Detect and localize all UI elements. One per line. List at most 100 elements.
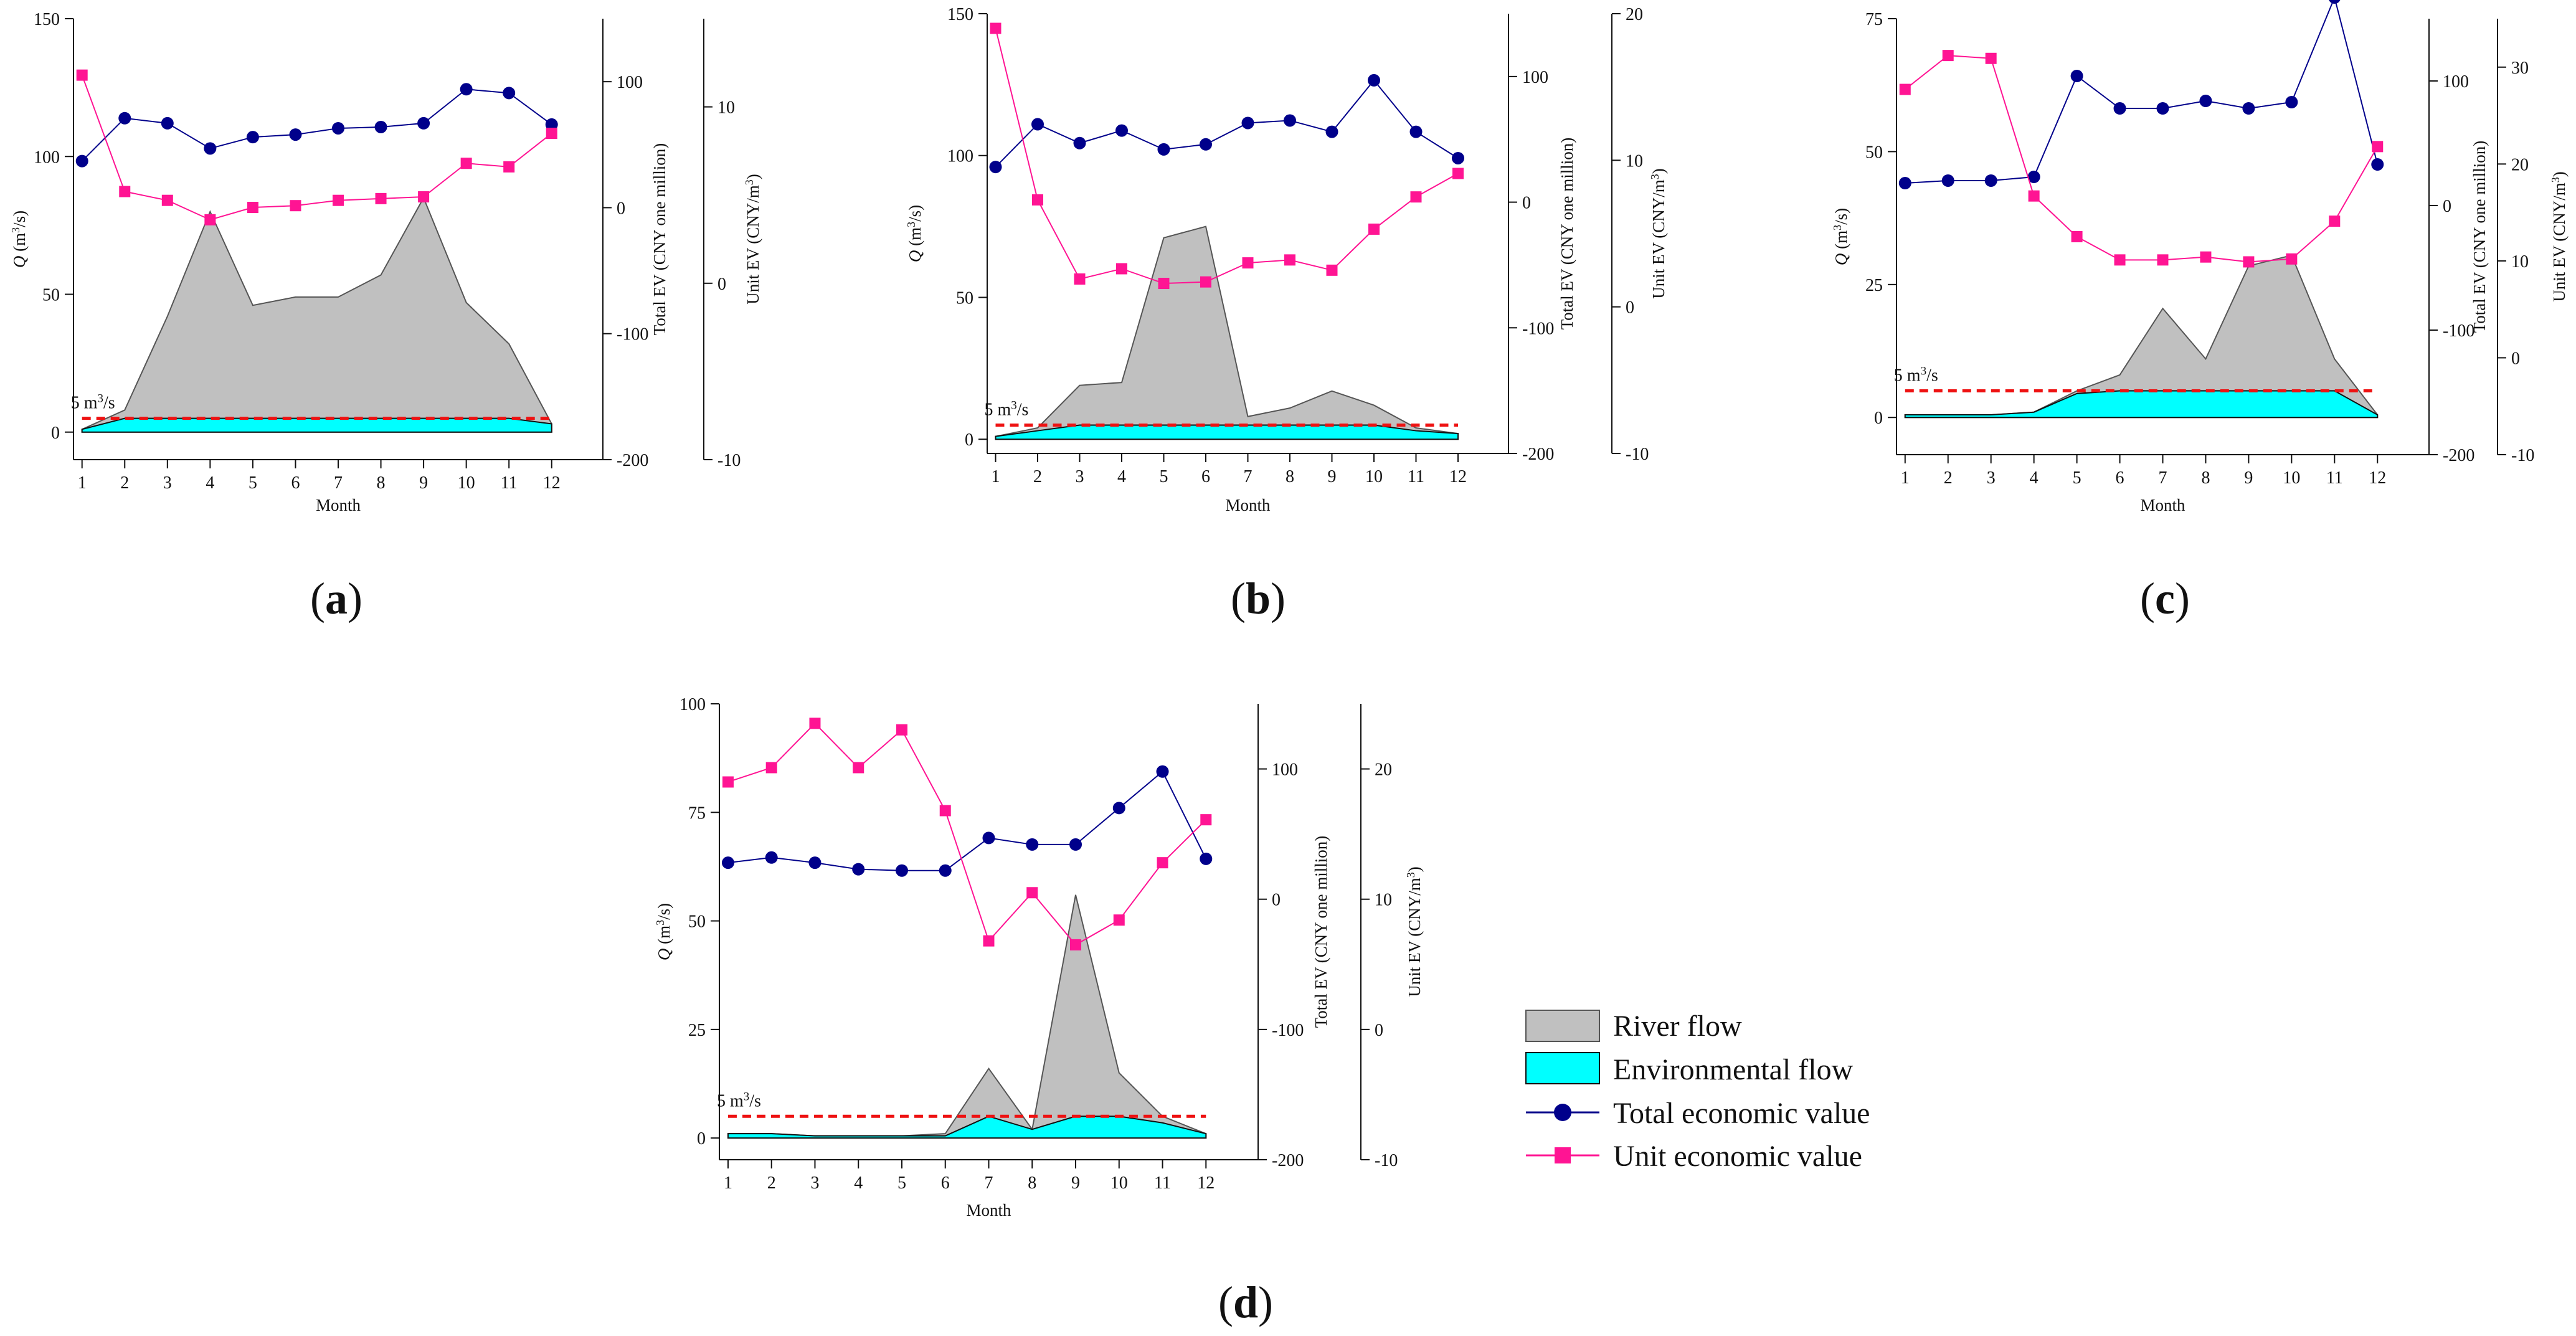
x-tick-label: 12 (1449, 467, 1467, 486)
x-tick-label: 12 (2369, 468, 2386, 488)
q-tick-label: 25 (1865, 276, 1883, 295)
total-ev-tick-label: 100 (1272, 760, 1298, 780)
unit-ev-line (1905, 55, 2379, 263)
x-tick-label: 6 (291, 473, 300, 493)
legend-label-unit-ev: Unit economic value (1613, 1140, 1862, 1173)
total-ev-tick-label: 0 (2443, 197, 2451, 216)
unit-ev-tick-label: -10 (717, 451, 741, 470)
unit-ev-point (2028, 190, 2040, 202)
x-tick-label: 1 (724, 1173, 732, 1193)
total-ev-point (808, 856, 822, 869)
total-ev-tick-label: -100 (1522, 319, 1554, 338)
q-tick-label: 50 (688, 912, 706, 932)
total-ev-point (1241, 116, 1254, 130)
total-ev-point (1069, 838, 1082, 851)
q-tick-label: 150 (947, 5, 973, 24)
total-ev-point (374, 120, 387, 133)
total-ev-tick-label: 100 (2443, 72, 2469, 92)
unit-ev-point (1157, 857, 1168, 869)
total-ev-tick-label: -100 (617, 325, 648, 344)
total-ev-point (75, 154, 88, 168)
total-ev-point (2242, 102, 2255, 115)
x-tick-label: 9 (1328, 467, 1337, 486)
x-tick-label: 12 (1197, 1173, 1215, 1193)
total-ev-point (1941, 174, 1954, 187)
river-flow-area (81, 196, 552, 433)
unit-ev-tick-label: 10 (2511, 252, 2529, 272)
x-tick-label: 4 (206, 473, 214, 493)
q-axis-label: Q (m3/s) (905, 205, 924, 262)
unit-ev-point (1158, 278, 1170, 290)
x-tick-label: 5 (249, 473, 257, 493)
unit-ev-tick-label: 0 (2511, 349, 2520, 368)
unit-ev-tick-label: 10 (717, 98, 735, 118)
x-tick-label: 9 (1071, 1173, 1080, 1193)
x-axis-label: Month (316, 496, 361, 514)
unit-ev-point (896, 724, 907, 736)
legend-label-river-flow: River flow (1613, 1010, 1742, 1043)
x-tick-label: 3 (810, 1173, 819, 1193)
total-ev-tick-label: -100 (1272, 1021, 1304, 1040)
x-tick-label: 8 (1028, 1173, 1036, 1193)
q-tick-label: 100 (680, 695, 706, 714)
q-axis-label: Q (m3/s) (654, 903, 673, 960)
reference-line-label: 5 m3/s (717, 1090, 761, 1111)
unit-ev-tick-label: 0 (717, 275, 726, 294)
unit-ev-point (546, 128, 557, 140)
total-ev-axis-label: Total EV (CNY one million) (650, 143, 669, 336)
total-ev-point (1157, 143, 1170, 156)
total-ev-point (1409, 125, 1423, 138)
unit-ev-point (204, 214, 216, 225)
unit-ev-tick-label: 20 (1626, 5, 1643, 24)
total-ev-point (2113, 102, 2126, 115)
reference-line-label: 5 m3/s (985, 399, 1029, 419)
unit-ev-point (1200, 814, 1212, 826)
total-ev-point (503, 87, 516, 100)
q-tick-label: 100 (947, 147, 973, 166)
x-tick-label: 8 (1286, 467, 1294, 486)
x-tick-label: 8 (2201, 468, 2210, 488)
total-ev-point (417, 116, 430, 130)
total-ev-point (1115, 124, 1128, 137)
unit-ev-axis-label: Unit EV (CNY/m3) (1649, 168, 1668, 299)
panel-label-c: (c) (2140, 574, 2190, 623)
legend: River flow Environmental flow Total econ… (1525, 1010, 1870, 1173)
x-tick-label: 5 (1160, 467, 1168, 486)
total-ev-point (765, 851, 778, 864)
x-tick-label: 10 (1110, 1173, 1128, 1193)
q-tick-label: 25 (688, 1021, 706, 1040)
unit-ev-tick-label: 0 (1626, 298, 1634, 318)
total-ev-line (995, 79, 1459, 168)
x-tick-label: 10 (458, 473, 475, 493)
x-tick-label: 7 (2159, 468, 2167, 488)
total-ev-point (2285, 96, 2298, 108)
river-flow-area (995, 225, 1459, 440)
total-ev-point (852, 863, 865, 876)
x-tick-label: 11 (501, 473, 518, 493)
total-ev-point (289, 128, 302, 141)
total-ev-tick-label: 0 (1272, 891, 1281, 910)
unit-ev-point (2200, 251, 2212, 263)
total-ev-tick-label: 0 (617, 199, 625, 218)
x-tick-label: 2 (1944, 468, 1953, 488)
total-ev-axis-label: Total EV (CNY one million) (1558, 138, 1576, 330)
unit-ev-point (1284, 254, 1295, 266)
unit-ev-point (1410, 191, 1422, 203)
x-tick-label: 11 (1408, 467, 1424, 486)
x-tick-label: 6 (941, 1173, 950, 1193)
unit-ev-point (161, 194, 173, 206)
total-ev-axis-label: Total EV (CNY one million) (1312, 836, 1330, 1028)
total-ev-tick-label: -200 (1522, 445, 1554, 464)
x-tick-label: 5 (2073, 468, 2081, 488)
unit-ev-point (1070, 939, 1082, 950)
total-ev-point (1452, 151, 1464, 164)
x-tick-label: 9 (419, 473, 428, 493)
total-ev-point (1984, 174, 1997, 187)
unit-ev-point (2372, 141, 2384, 153)
total-ev-line (1905, 0, 2379, 184)
total-ev-point (895, 864, 908, 877)
unit-ev-tick-label: 0 (1375, 1021, 1383, 1040)
legend-marker-total-ev (1554, 1104, 1571, 1121)
total-ev-point (161, 116, 174, 130)
unit-ev-point (333, 194, 344, 206)
